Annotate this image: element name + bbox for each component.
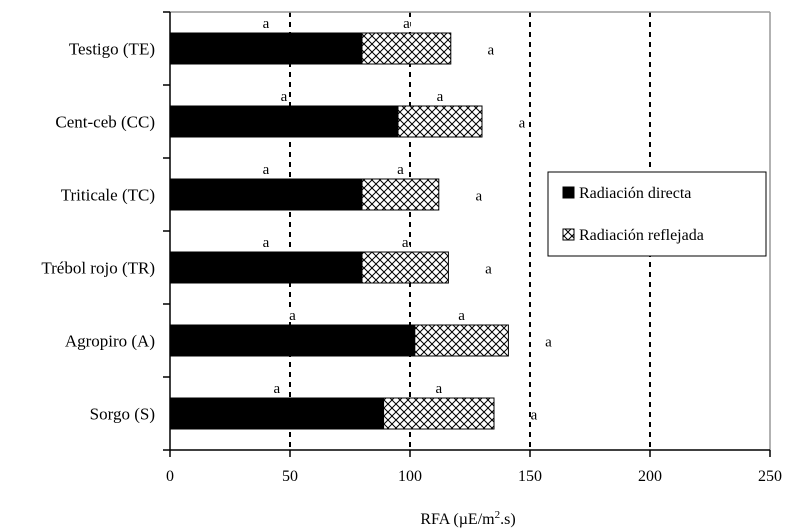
bar-reflejada-0: [361, 32, 452, 65]
category-label-5: Sorgo (S): [90, 405, 155, 424]
bar-reflejada-5: [383, 397, 495, 430]
sig-directa-2: a: [263, 162, 270, 178]
sig-reflejada-4: a: [458, 308, 465, 324]
legend-swatch-directa: [562, 186, 575, 199]
sig-total-1: a: [519, 116, 526, 132]
sig-total-5: a: [531, 408, 538, 424]
category-label-4: Agropiro (A): [65, 332, 155, 351]
labels-group: Testigo (TE) a a a Cent-ceb (CC) a a a Triticale…: [41, 15, 552, 424]
category-label-1: Cent-ceb (CC): [55, 113, 155, 132]
sig-total-2: a: [475, 189, 482, 205]
bar-directa-2: [169, 178, 363, 211]
category-label-3: Trébol rojo (TR): [41, 259, 155, 278]
x-tick-label-150: 150: [518, 468, 542, 485]
bars-group: [169, 32, 509, 430]
bar-reflejada-1: [397, 105, 483, 138]
bar-directa-1: [169, 105, 399, 138]
sig-reflejada-0: a: [403, 16, 410, 32]
sig-reflejada-2: a: [397, 162, 404, 178]
sig-reflejada-3: a: [402, 235, 409, 251]
sig-directa-4: a: [289, 308, 296, 324]
bar-reflejada-4: [414, 324, 509, 357]
sig-total-3: a: [485, 262, 492, 278]
legend: Radiación directa Radiación reflejada: [547, 171, 767, 257]
bar-directa-5: [169, 397, 385, 430]
sig-total-4: a: [545, 335, 552, 351]
bar-reflejada-2: [361, 178, 440, 211]
legend-box: [547, 171, 767, 257]
sig-directa-1: a: [281, 89, 288, 105]
category-label-0: Testigo (TE): [69, 40, 155, 59]
bar-reflejada-3: [361, 251, 449, 284]
x-tick-label-250: 250: [758, 468, 782, 485]
sig-reflejada-1: a: [437, 89, 444, 105]
bar-directa-3: [169, 251, 363, 284]
x-axis-title: RFA (µE/m2.s): [420, 509, 515, 528]
sig-directa-3: a: [263, 235, 270, 251]
axes: 0 50 100 150 200 250: [163, 11, 782, 485]
sig-directa-0: a: [263, 16, 270, 32]
legend-label-reflejada: Radiación reflejada: [579, 227, 704, 244]
category-label-2: Triticale (TC): [61, 186, 155, 205]
legend-swatch-reflejada: [562, 228, 575, 241]
gridlines: [289, 12, 651, 450]
x-tick-label-50: 50: [282, 468, 298, 485]
sig-total-0: a: [487, 43, 494, 59]
bar-directa-0: [169, 32, 363, 65]
bar-directa-4: [169, 324, 416, 357]
x-tick-label-100: 100: [398, 468, 422, 485]
sig-reflejada-5: a: [435, 381, 442, 397]
x-tick-label-200: 200: [638, 468, 662, 485]
legend-label-directa: Radiación directa: [579, 185, 691, 202]
x-tick-label-0: 0: [166, 468, 174, 485]
sig-directa-5: a: [273, 381, 280, 397]
